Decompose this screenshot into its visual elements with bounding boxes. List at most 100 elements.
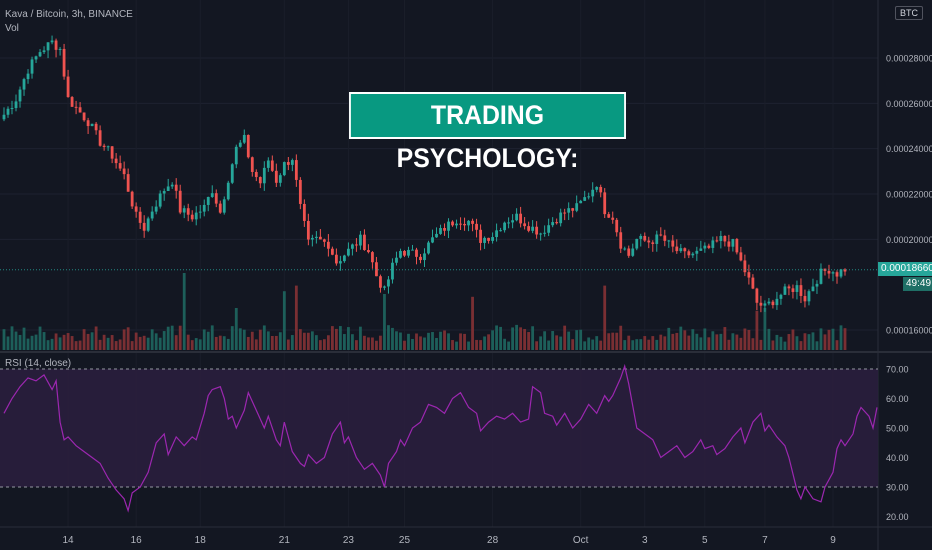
candle-body xyxy=(487,237,490,241)
volume-bar xyxy=(150,329,154,350)
volume-bar xyxy=(302,332,306,350)
volume-bar xyxy=(419,336,422,350)
volume-bar xyxy=(671,333,675,350)
candle-body xyxy=(527,226,531,231)
volume-bar xyxy=(86,333,90,350)
candle-body xyxy=(443,228,446,231)
volume-bar xyxy=(162,331,166,350)
volume-bar xyxy=(38,326,42,350)
volume-bar xyxy=(42,332,46,350)
candle-body xyxy=(463,223,466,226)
candle-body xyxy=(134,206,138,212)
volume-bar xyxy=(186,334,190,350)
candle-body xyxy=(827,270,831,274)
candle-body xyxy=(114,158,118,164)
volume-bar xyxy=(310,331,314,350)
rsi-axis-label: 50.00 xyxy=(886,424,909,434)
volume-bar xyxy=(387,325,390,350)
volume-bar xyxy=(403,340,406,350)
volume-bar xyxy=(843,328,847,350)
candle-body xyxy=(667,240,671,242)
volume-bar xyxy=(507,341,511,350)
volume-bar xyxy=(739,337,743,350)
candle-body xyxy=(683,248,687,252)
volume-bar xyxy=(607,333,611,350)
volume-bar xyxy=(779,336,783,350)
volume-bar xyxy=(118,339,122,350)
volume-bar xyxy=(703,328,707,350)
volume-bar xyxy=(583,341,587,350)
candle-body xyxy=(591,189,595,197)
volume-bar xyxy=(535,341,539,350)
candle-body xyxy=(26,73,30,80)
candle-body xyxy=(178,190,182,213)
volume-bar xyxy=(503,338,506,350)
volume-bar xyxy=(715,334,719,350)
volume-bar xyxy=(222,336,226,350)
candle-body xyxy=(791,288,795,292)
candle-body xyxy=(58,48,62,50)
volume-bar xyxy=(523,328,527,350)
candle-body xyxy=(767,301,771,304)
candle-body xyxy=(635,238,639,249)
volume-bar xyxy=(435,337,438,350)
candle-body xyxy=(555,222,559,224)
time-axis-label: 5 xyxy=(702,535,708,546)
candle-body xyxy=(515,213,519,221)
volume-bar xyxy=(615,332,619,350)
volume-bar xyxy=(6,336,10,350)
volume-bar xyxy=(399,332,402,350)
volume-bar xyxy=(154,333,158,350)
volume-bar xyxy=(603,285,607,350)
candle-body xyxy=(439,228,442,234)
volume-bar xyxy=(679,326,683,350)
candle-body xyxy=(627,248,631,256)
volume-bar xyxy=(711,331,715,350)
volume-bar xyxy=(58,337,62,350)
candle-body xyxy=(423,253,426,261)
price-axis-label: 0.00022000 xyxy=(886,190,932,200)
symbol-legend[interactable]: Kava / Bitcoin, 3h, BINANCE xyxy=(5,9,133,20)
candle-body xyxy=(839,269,843,277)
volume-bar xyxy=(751,338,755,350)
volume-bar xyxy=(286,339,290,350)
candle-body xyxy=(38,52,42,57)
volume-bar xyxy=(266,331,270,350)
currency-selector[interactable]: BTC xyxy=(895,6,923,20)
volume-legend[interactable]: Vol xyxy=(5,23,19,34)
volume-bar xyxy=(94,326,98,350)
volume-bar xyxy=(767,328,771,350)
volume-bar xyxy=(551,331,555,350)
volume-bar xyxy=(811,332,815,350)
candle-body xyxy=(687,251,691,256)
volume-bar xyxy=(743,328,747,350)
candle-body xyxy=(703,245,707,249)
volume-bar xyxy=(407,333,410,350)
candle-body xyxy=(739,252,743,261)
volume-bar xyxy=(799,341,803,350)
candle-body xyxy=(455,223,458,226)
volume-bar xyxy=(62,334,66,350)
candle-body xyxy=(310,237,314,240)
time-axis-label: 18 xyxy=(195,535,207,546)
volume-bar xyxy=(447,333,450,350)
volume-bar xyxy=(783,341,787,350)
candle-body xyxy=(258,177,262,184)
volume-bar xyxy=(142,335,146,350)
volume-bar xyxy=(110,335,114,350)
volume-bar xyxy=(198,339,202,350)
volume-bar xyxy=(527,332,531,350)
volume-bar xyxy=(667,327,671,350)
candle-body xyxy=(122,168,126,175)
candle-body xyxy=(519,213,523,224)
volume-bar xyxy=(663,336,667,350)
volume-bar xyxy=(82,329,86,350)
candle-body xyxy=(298,179,302,204)
candle-body xyxy=(6,108,10,115)
candle-body xyxy=(138,211,142,223)
volume-bar xyxy=(719,333,723,350)
volume-bar xyxy=(559,336,563,350)
candle-body xyxy=(723,235,727,242)
rsi-legend[interactable]: RSI (14, close) xyxy=(5,358,72,369)
